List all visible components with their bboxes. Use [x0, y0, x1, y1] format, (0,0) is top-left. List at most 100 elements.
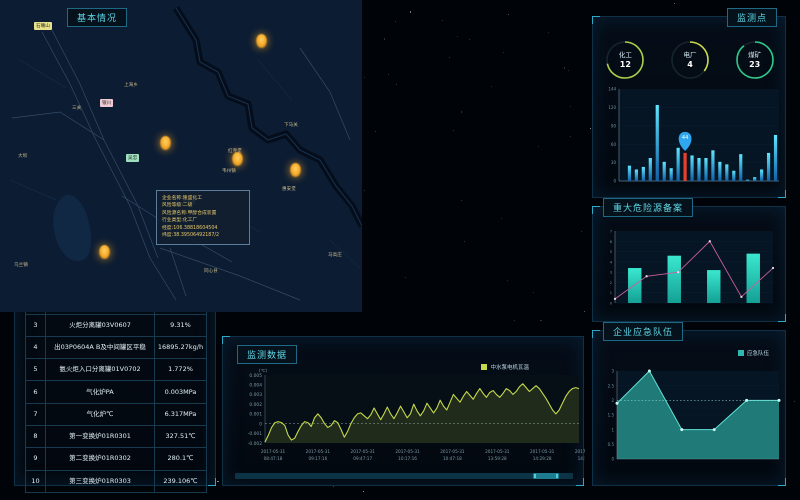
- svg-text:4: 4: [610, 260, 613, 264]
- cell-value: 0.003MPa: [155, 381, 207, 403]
- table-row[interactable]: 6 气化炉PA 0.003MPa: [26, 381, 207, 403]
- svg-text:10:17:16: 10:17:16: [398, 456, 417, 461]
- cell-value: 1.772%: [155, 359, 207, 381]
- cell-point: 气化炉℃: [46, 403, 155, 425]
- gauge-coalmine-value: 23: [749, 60, 760, 69]
- svg-text:14:59:30: 14:59:30: [578, 456, 585, 461]
- svg-text:2017-05-31: 2017-05-31: [440, 449, 465, 454]
- map-marker-1[interactable]: [160, 136, 171, 150]
- svg-text:2017-05-31: 2017-05-31: [530, 449, 555, 454]
- cell-rank: 6: [26, 381, 46, 403]
- map-station-tag-2[interactable]: 吴忠: [126, 154, 139, 162]
- left-panel-title: 基本情况: [67, 8, 127, 27]
- cell-point: 气化炉PA: [46, 381, 155, 403]
- svg-text:30: 30: [611, 160, 617, 165]
- svg-text:(℃): (℃): [259, 368, 267, 373]
- tooltip-risk-source: 风险源名称:甲醇合成装置: [162, 210, 244, 217]
- right-bottom-panel: 企业应急队伍 应急队伍 3 2.5 2 1.5 1 0.5 0: [592, 330, 786, 486]
- tooltip-latitude: 纬度:38.39506492187/2: [162, 232, 244, 239]
- monitor-line-chart[interactable]: 0.005 0.004 0.003 0.002 0.001 0 -0.001 -0.002 (℃…: [223, 363, 585, 479]
- svg-text:44: 44: [682, 135, 688, 141]
- svg-text:0.001: 0.001: [249, 412, 262, 418]
- right-mid-panel: 重大危险源备案 7 6 5 4 3 2 1 0: [592, 206, 786, 322]
- cell-value: 6.317MPa: [155, 403, 207, 425]
- map-marker-2[interactable]: [232, 152, 243, 166]
- map-graphics: [0, 0, 362, 312]
- svg-text:09:17:16: 09:17:16: [308, 456, 327, 461]
- table-row[interactable]: 7 气化炉℃ 6.317MPa: [26, 403, 207, 425]
- monitor-data-panel: 监测数据 中水泵电机瓦温 0.005 0.004 0.003 0.002 0.001 0 -…: [222, 336, 584, 486]
- right-top-title: 监测点: [727, 8, 777, 27]
- map-label-3: 乌兰镇: [14, 262, 28, 268]
- tooltip-name: 企业名称:隆盛化工: [162, 195, 244, 202]
- gauge-chemical[interactable]: 化工 12: [604, 39, 646, 81]
- svg-text:2017-05-31: 2017-05-31: [395, 449, 420, 454]
- cell-rank: 10: [26, 470, 46, 492]
- gauge-powerplant-value: 4: [687, 60, 693, 69]
- map-panel[interactable]: 石嘴山 银川 吴忠 上海乡 三关 大坝 乌兰镇 太阳山 平吉堡 红寺堡 韦州镇 …: [0, 0, 362, 312]
- emergency-team-area-chart[interactable]: 3 2.5 2 1.5 1 0.5 0: [593, 363, 787, 481]
- gauge-coalmine[interactable]: 煤矿 23: [734, 39, 776, 81]
- table-row[interactable]: 3 火炬分离罐03V0607 9.31%: [26, 314, 207, 336]
- svg-text:1.5: 1.5: [608, 413, 615, 418]
- cell-value: 327.51℃: [155, 426, 207, 448]
- cell-point: 出03P0604A B及中间罐区平稳: [46, 336, 155, 358]
- svg-text:2017-05-31: 2017-05-31: [485, 449, 510, 454]
- gauge-powerplant-label: 电厂: [683, 51, 696, 59]
- svg-text:2.5: 2.5: [608, 383, 615, 388]
- map-station-tag-0[interactable]: 石嘴山: [34, 22, 52, 30]
- cell-rank: 7: [26, 403, 46, 425]
- emergency-legend[interactable]: 应急队伍: [738, 349, 769, 357]
- gauge-chemical-value: 12: [620, 60, 631, 69]
- map-marker-4[interactable]: [99, 245, 110, 259]
- hazard-source-chart[interactable]: 7 6 5 4 3 2 1 0: [593, 223, 787, 319]
- table-row[interactable]: 4 出03P0604A B及中间罐区平稳 16895.27kg/h: [26, 336, 207, 358]
- svg-text:2: 2: [611, 398, 614, 403]
- svg-text:0.003: 0.003: [249, 392, 262, 398]
- svg-text:2: 2: [610, 281, 612, 285]
- emergency-legend-label: 应急队伍: [747, 349, 769, 357]
- svg-text:14:29:28: 14:29:28: [533, 456, 552, 461]
- monitor-panel-title: 监测数据: [237, 345, 297, 364]
- cell-value: 280.1℃: [155, 448, 207, 470]
- gauge-powerplant[interactable]: 电厂 4: [669, 39, 711, 81]
- tooltip-longitude: 经度:106.38818604504: [162, 225, 244, 232]
- monitor-point-bar-chart[interactable]: 144 120 90 60 30 0 44: [593, 81, 787, 199]
- map-label-6: 红寺堡: [228, 148, 242, 154]
- svg-text:2017-05-31: 2017-05-31: [306, 449, 331, 454]
- svg-text:10:47:18: 10:47:18: [443, 456, 462, 461]
- cell-value: 239.106℃: [155, 470, 207, 492]
- gauge-chemical-label: 化工: [619, 51, 632, 59]
- map-label-0: 上海乡: [124, 82, 138, 88]
- cell-rank: 8: [26, 426, 46, 448]
- scrollbar-grip[interactable]: [533, 473, 559, 479]
- svg-text:60: 60: [611, 142, 617, 147]
- table-row[interactable]: 10 第三变换炉01R0303 239.106℃: [26, 470, 207, 492]
- svg-text:-0.002: -0.002: [248, 441, 262, 447]
- svg-text:3: 3: [610, 271, 612, 275]
- table-row[interactable]: 9 第二变换炉01R0302 280.1℃: [26, 448, 207, 470]
- tooltip-category: 行业类型:化工厂: [162, 217, 244, 224]
- map-station-tag-1[interactable]: 银川: [100, 99, 113, 107]
- right-bottom-title: 企业应急队伍: [603, 322, 683, 341]
- cell-rank: 3: [26, 314, 46, 336]
- map-marker-0[interactable]: [256, 34, 267, 48]
- map-label-2: 大坝: [18, 153, 27, 159]
- svg-text:0.002: 0.002: [249, 402, 262, 408]
- svg-text:0: 0: [611, 457, 614, 462]
- cell-point: 第二变换炉01R0302: [46, 448, 155, 470]
- cell-point: 氨火炬入口分离罐01V0702: [46, 359, 155, 381]
- svg-text:3: 3: [611, 369, 614, 374]
- svg-text:1: 1: [610, 291, 612, 295]
- svg-text:0: 0: [610, 302, 613, 306]
- svg-text:0.005: 0.005: [249, 373, 262, 379]
- svg-text:2017-05-31: 2017-05-31: [261, 449, 286, 454]
- cell-point: 第一变换炉01R0301: [46, 426, 155, 448]
- table-row[interactable]: 5 氨火炬入口分离罐01V0702 1.772%: [26, 359, 207, 381]
- right-mid-title: 重大危险源备案: [603, 198, 693, 217]
- chart-scrollbar[interactable]: [235, 473, 573, 479]
- right-top-panel: 监测点 化工 12 电厂 4 煤矿 23 144 120 90 60 30 0 44: [592, 16, 786, 198]
- tooltip-risk-level: 风险等级:二级: [162, 202, 244, 209]
- table-row[interactable]: 8 第一变换炉01R0301 327.51℃: [26, 426, 207, 448]
- map-marker-3[interactable]: [290, 163, 301, 177]
